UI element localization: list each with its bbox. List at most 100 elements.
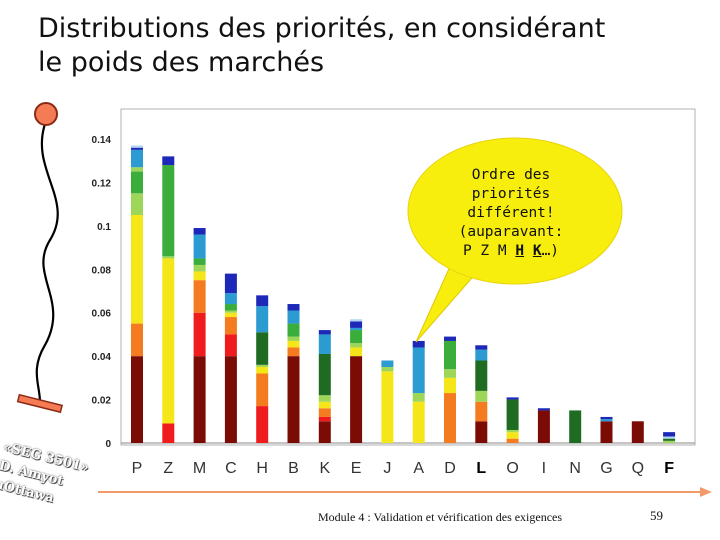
x-tick-label-K: K: [319, 460, 330, 477]
y-tick-label: 0.06: [92, 309, 112, 320]
footer-arrow-head: [700, 487, 712, 497]
bar-segment-K-cyan: [318, 334, 331, 354]
bar-segment-A-yellow: [412, 401, 425, 443]
bar-segment-E-navy: [350, 321, 363, 328]
bar-segment-L-orange: [475, 401, 488, 422]
bar-segment-Z-green: [162, 165, 175, 257]
bar-segment-B-cyan: [287, 310, 300, 324]
bar-segment-I-darkred: [537, 410, 550, 443]
bar-segment-F-navy: [663, 432, 676, 437]
bar-segment-M-navy: [193, 228, 206, 235]
bar-segment-C-orange: [224, 317, 237, 335]
slide-title: Distributions des priorités, en considér…: [38, 12, 708, 80]
bar-segment-Z-red: [162, 423, 175, 443]
bar-segment-K-darkred: [318, 421, 331, 443]
bar-segment-C-darkred: [224, 356, 237, 443]
callout-line-5: P Z M H K…): [448, 242, 574, 261]
callout-order-suffix: …): [541, 243, 560, 259]
bar-segment-L-cyan: [475, 349, 488, 361]
bar-segment-E-darkred: [350, 356, 363, 443]
bar-segment-K-orange: [318, 408, 331, 417]
bar-segment-B-orange: [287, 347, 300, 357]
bar-segment-H-red: [256, 406, 269, 443]
bar-segment-G-cyan: [600, 419, 613, 422]
callout-line-2: priorités: [471, 186, 551, 202]
bar-segment-K-lightgreen: [318, 395, 331, 402]
callout-text: Ordre des priorités différent! (auparava…: [448, 166, 574, 261]
bar-segment-L-darkred: [475, 421, 488, 443]
bar-segment-D-lightgreen: [444, 369, 456, 378]
bar-segment-O-darkgreen: [506, 399, 519, 430]
x-tick-label-L: L: [476, 460, 486, 477]
x-tick-label-M: M: [193, 460, 206, 477]
x-tick-label-P: P: [132, 460, 143, 477]
bar-segment-H-navy: [256, 295, 269, 307]
callout-order-space: [524, 243, 533, 259]
bar-segment-Z-navy: [162, 156, 175, 166]
footer-module-title: Module 4 : Validation et vérification de…: [318, 510, 563, 524]
bar-segment-M-lightgreen: [193, 264, 206, 272]
callout-order-prefix: P Z M: [462, 243, 516, 259]
bar-segment-M-darkred: [193, 356, 206, 443]
x-tick-label-J: J: [383, 460, 391, 477]
bar-segment-K-darkgreen: [318, 353, 331, 396]
bar-segment-O-orange: [506, 438, 519, 443]
bar-segment-A-lightgreen: [412, 393, 425, 402]
bar-segment-F-lightgreen: [663, 440, 676, 443]
bar-segment-H-yellow: [256, 367, 269, 374]
bar-segment-G-navy: [600, 416, 613, 420]
bar-segment-F-ltblue: [663, 436, 676, 439]
bar-segment-K-red: [318, 416, 331, 422]
bar-segment-A-navy: [412, 340, 425, 348]
bar-segment-M-green: [193, 258, 206, 265]
bar-segment-H-orange: [256, 373, 269, 407]
bar-segment-P-navy: [131, 147, 143, 150]
title-line-2: le poids des marchés: [38, 47, 325, 78]
y-tick-label: 0.04: [92, 352, 112, 363]
bar-segment-B-lightgreen: [287, 336, 300, 341]
bar-decoration: [16, 393, 63, 414]
x-tick-label-Q: Q: [632, 460, 644, 477]
x-tick-label-N: N: [569, 460, 581, 477]
bar-segment-E-yellow: [350, 347, 363, 357]
callout-line-1: Ordre des: [471, 167, 551, 183]
string-decoration: [35, 123, 59, 403]
x-tick-label-E: E: [351, 460, 362, 477]
bar-segment-E-lightgreen: [350, 343, 363, 348]
bar-segment-P-cyan: [131, 149, 143, 168]
bar-segment-Z-yellow: [162, 258, 175, 424]
bar-segment-C-cyan: [224, 293, 237, 305]
bar-segment-B-navy: [287, 304, 300, 311]
bar-segment-L-darkgreen: [475, 360, 488, 391]
x-tick-label-D: D: [444, 460, 456, 477]
bar-segment-D-yellow: [444, 377, 456, 394]
callout-line-3: différent!: [467, 205, 555, 221]
bar-segment-M-cyan: [193, 234, 206, 259]
bar-segment-C-navy: [224, 273, 237, 294]
bar-segment-A-cyan: [412, 347, 425, 394]
bar-segment-B-green: [287, 323, 300, 337]
y-tick-label: 0.12: [92, 178, 112, 189]
bar-segment-B-darkred: [287, 356, 300, 443]
callout-bubble: [407, 137, 623, 285]
y-tick-label: 0.08: [92, 265, 112, 276]
x-tick-label-H: H: [256, 460, 268, 477]
x-tick-label-O: O: [506, 460, 518, 477]
bar-segment-M-yellow: [193, 271, 206, 281]
bar-segment-K-navy: [318, 330, 331, 335]
x-tick-label-F: F: [664, 460, 674, 477]
bar-segment-H-darkgreen: [256, 332, 269, 365]
page-number: 59: [650, 508, 663, 523]
bar-segment-J-lightgreen: [381, 367, 394, 372]
x-tick-label-C: C: [225, 460, 237, 477]
plot-frame: [120, 108, 696, 446]
bar-segment-Q-darkred: [631, 421, 644, 443]
bar-segment-Z-lightgreen: [162, 256, 175, 259]
title-line-1: Distributions des priorités, en considér…: [38, 13, 606, 44]
x-tick-label-Z: Z: [163, 460, 173, 477]
bar-segment-O-navy: [506, 397, 519, 400]
bar-segment-D-green: [444, 340, 456, 370]
bar-segment-B-yellow: [287, 340, 300, 348]
bar-segment-P-lightgreen: [131, 167, 143, 172]
bar-segment-N-darkgreen: [569, 410, 582, 443]
